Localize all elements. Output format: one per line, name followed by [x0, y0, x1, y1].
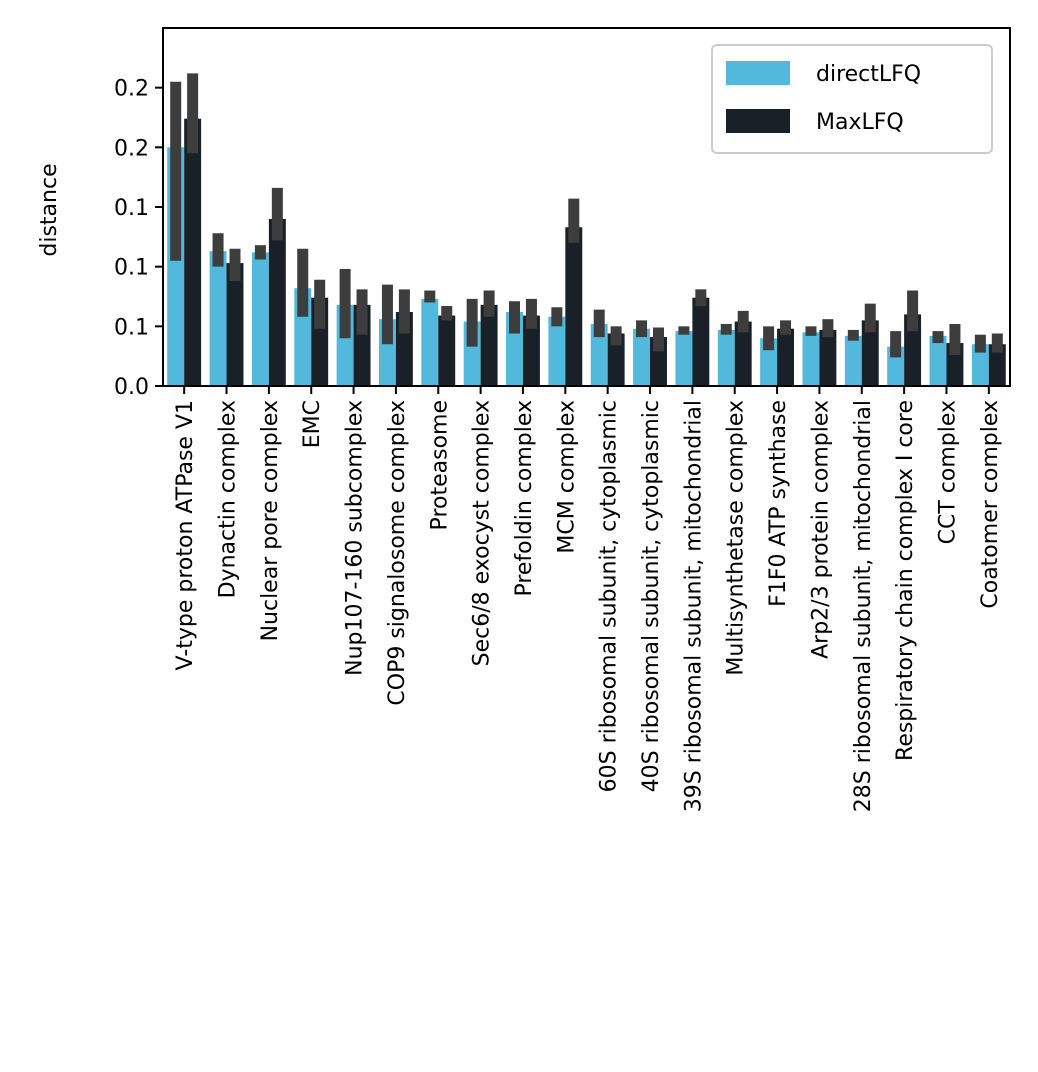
x-tick-label-10: 60S ribosomal subunit, cytoplasmic	[597, 400, 622, 792]
y-tick-label-0: 0.0	[114, 375, 149, 400]
legend-swatch-directLFQ	[726, 61, 790, 85]
x-tick-label-8: Prefoldin complex	[512, 400, 537, 597]
bar-directLFQ-18	[929, 335, 947, 386]
axes-layer: 0.0 0.1 0.1 0.1 0.2 0.2 V-type proton ATPase V…	[114, 27, 1011, 812]
bar-directLFQ-2	[251, 252, 269, 386]
bar-directLFQ-15	[802, 332, 820, 386]
x-tick-label-13: Multisynthetase complex	[724, 400, 749, 676]
x-tick-label-4: Nup107-160 subcomplex	[343, 400, 368, 676]
y-tick-label-4: 0.2	[114, 136, 149, 161]
x-tick-label-1: Dynactin complex	[216, 400, 241, 598]
x-tick-label-17: Respiratory chain complex I core	[893, 400, 918, 761]
y-tick-label-1: 0.1	[114, 315, 149, 340]
x-tick-label-3: EMC	[300, 400, 325, 448]
bar-MaxLFQ-15	[819, 329, 837, 386]
bar-MaxLFQ-9	[565, 227, 583, 386]
x-tick-label-11: 40S ribosomal subunit, cytoplasmic	[639, 400, 664, 792]
x-tick-label-19: Coatomer complex	[978, 400, 1003, 609]
bar-MaxLFQ-16	[861, 320, 879, 386]
x-tick-label-16: 28S ribosomal subunit, mitochondrial	[851, 400, 876, 812]
x-tick-label-15: Arp2/3 protein complex	[808, 400, 833, 659]
bar-MaxLFQ-10	[607, 333, 625, 386]
y-axis-title: distance	[37, 163, 62, 256]
x-tick-label-2: Nuclear pore complex	[258, 400, 283, 641]
bar-MaxLFQ-13	[734, 321, 752, 386]
bar-MaxLFQ-14	[777, 328, 795, 386]
legend-label-directLFQ: directLFQ	[816, 62, 921, 87]
bar-MaxLFQ-19	[988, 344, 1006, 386]
bar-MaxLFQ-2	[268, 218, 286, 386]
bar-MaxLFQ-1	[226, 263, 244, 386]
x-tick-label-12: 39S ribosomal subunit, mitochondrial	[681, 400, 706, 812]
y-tick-label-5: 0.2	[114, 77, 149, 102]
bar-MaxLFQ-17	[904, 314, 922, 386]
x-tick-label-7: Sec6/8 exocyst complex	[470, 400, 495, 666]
bar-MaxLFQ-8	[522, 315, 540, 386]
bar-MaxLFQ-6	[438, 315, 456, 386]
bar-MaxLFQ-12	[692, 297, 710, 386]
x-tick-label-5: COP9 signalosome complex	[385, 400, 410, 706]
x-tick-label-9: MCM complex	[554, 400, 579, 554]
y-tick-label-3: 0.1	[114, 196, 149, 221]
bar-directLFQ-1	[209, 251, 227, 386]
error-bars-layer	[170, 73, 1003, 358]
bar-directLFQ-9	[548, 316, 566, 386]
bar-MaxLFQ-0	[184, 118, 202, 387]
bar-directLFQ-11	[633, 328, 651, 386]
legend-label-MaxLFQ: MaxLFQ	[816, 110, 904, 135]
bar-directLFQ-19	[971, 344, 989, 386]
bar-directLFQ-12	[675, 331, 693, 386]
bar-directLFQ-10	[590, 323, 608, 386]
bar-directLFQ-16	[844, 335, 862, 386]
bar-MaxLFQ-7	[480, 304, 498, 386]
y-tick-label-2: 0.1	[114, 256, 149, 281]
bar-directLFQ-13	[717, 329, 735, 386]
x-tick-label-18: CCT complex	[935, 400, 960, 544]
x-tick-label-0: V-type proton ATPase V1	[173, 400, 198, 670]
x-tick-label-14: F1F0 ATP synthase	[766, 400, 791, 607]
bars-layer	[167, 118, 1006, 387]
x-tick-label-6: Proteasome	[427, 400, 452, 530]
legend-swatch-MaxLFQ	[726, 109, 790, 133]
legend: directLFQ MaxLFQ	[711, 44, 993, 154]
bar-directLFQ-6	[421, 298, 439, 386]
